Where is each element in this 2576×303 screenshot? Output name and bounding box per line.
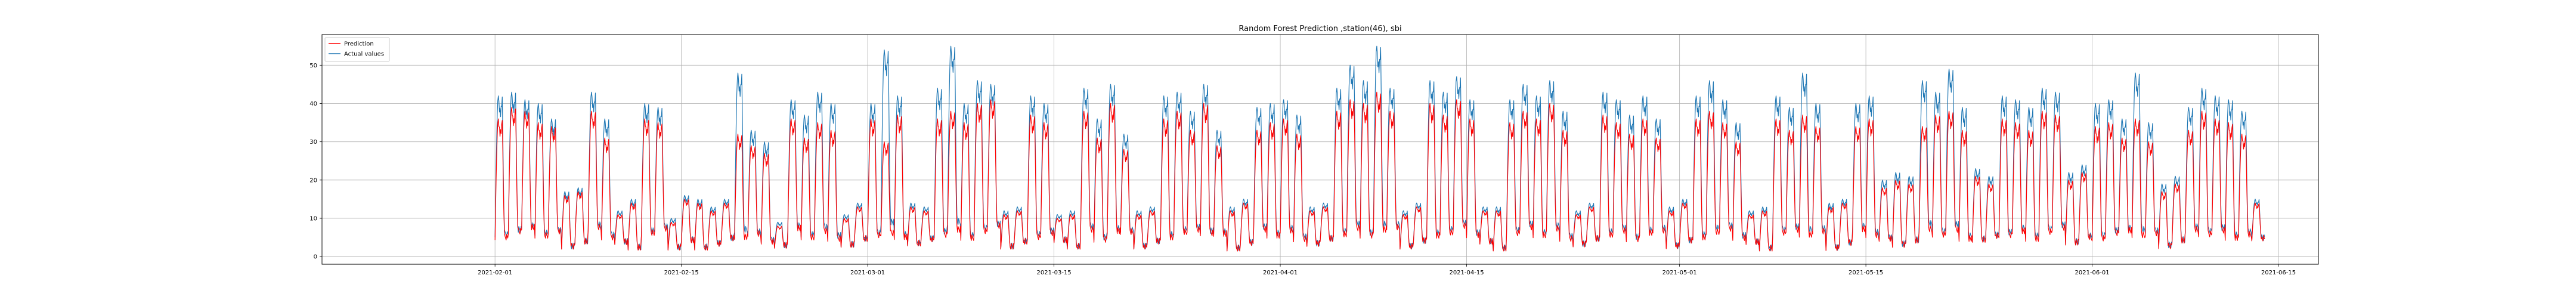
- grid-lines: [322, 35, 2318, 264]
- axis-ticks: 2021-02-01 2021-02-15 2021-03-01 2021-03-15…: [309, 63, 2296, 276]
- legend: Prediction Actual values: [324, 37, 390, 62]
- x-tick-label: 2021-03-01: [850, 270, 885, 276]
- x-tick-label: 2021-06-01: [2075, 270, 2109, 276]
- x-tick-label: 2021-04-15: [1449, 270, 1484, 276]
- x-tick-label: 2021-03-15: [1037, 270, 1072, 276]
- series-lines: [494, 45, 2265, 252]
- legend-label-prediction: Prediction: [344, 41, 374, 48]
- x-tick-label: 2021-05-01: [1662, 270, 1697, 276]
- x-tick-label: 2021-02-15: [664, 270, 699, 276]
- x-tick-label: 2021-02-01: [478, 270, 512, 276]
- plot-frame: [321, 34, 2319, 265]
- series-line-prediction: [494, 91, 2265, 252]
- legend-box: [324, 37, 390, 62]
- x-tick-label: 2021-05-15: [1849, 270, 1883, 276]
- y-tick-label: 50: [309, 63, 317, 69]
- y-tick-label: 0: [314, 254, 317, 261]
- x-tick-label: 2021-04-01: [1263, 270, 1298, 276]
- chart-title: Random Forest Prediction ,station(46), s…: [1239, 24, 1401, 33]
- legend-label-actual: Actual values: [344, 51, 384, 58]
- y-tick-label: 40: [309, 101, 317, 107]
- y-tick-label: 10: [309, 216, 317, 222]
- x-tick-label: 2021-06-15: [2261, 270, 2296, 276]
- y-tick-label: 30: [309, 139, 317, 146]
- y-tick-label: 20: [309, 177, 317, 184]
